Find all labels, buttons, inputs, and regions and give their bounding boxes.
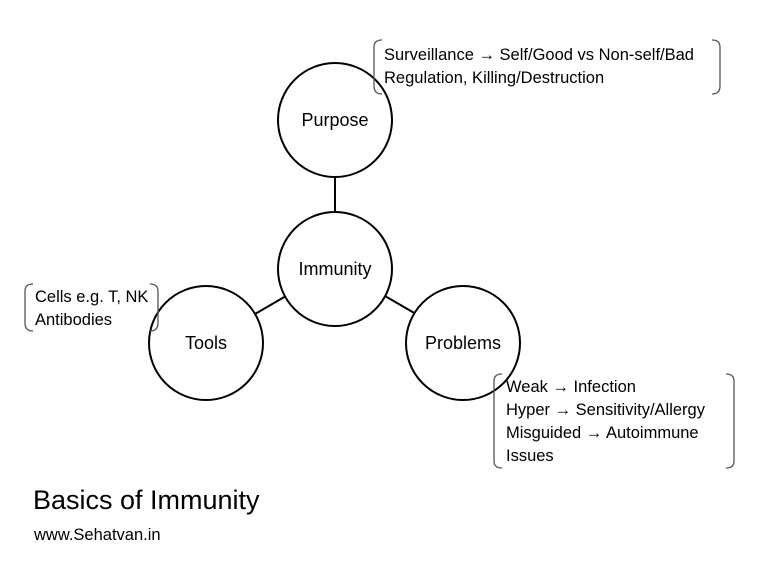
purpose-note-line: Regulation, Killing/Destruction: [384, 69, 605, 87]
tools-note-line: Cells e.g. T, NK: [35, 288, 149, 306]
node-problems: [405, 285, 521, 401]
node-purpose-label: Purpose: [301, 110, 368, 130]
diagram-title: Basics of Immunity: [33, 485, 260, 515]
problems-note: Weak → Infection Hyper → Sensitivity/All…: [506, 376, 705, 468]
bracket-tools-right: [149, 283, 159, 332]
source-url: www.Sehatvan.in: [34, 526, 161, 544]
bracket-purpose-left: [373, 39, 383, 95]
purpose-note-line: Surveillance → Self/Good vs Non-self/Bad: [384, 46, 694, 64]
tools-note-line: Antibodies: [35, 311, 113, 329]
node-tools-label: Tools: [185, 333, 227, 353]
bracket-tools-left: [24, 283, 34, 332]
connector-center-problems: [384, 295, 417, 315]
purpose-note: Surveillance → Self/Good vs Non-self/Bad…: [384, 44, 694, 90]
node-immunity-label: Immunity: [298, 259, 371, 279]
node-tools: [148, 285, 264, 401]
bracket-purpose-right: [711, 39, 721, 95]
tools-note: Cells e.g. T, NK Antibodies: [35, 286, 148, 332]
problems-note-line: Issues: [506, 447, 554, 465]
problems-note-line: Misguided → Autoimmune: [506, 424, 699, 442]
problems-note-line: Weak → Infection: [506, 378, 636, 396]
node-problems-label: Problems: [425, 333, 501, 353]
problems-note-line: Hyper → Sensitivity/Allergy: [506, 401, 705, 419]
node-immunity: [277, 211, 393, 327]
bracket-problems-left: [493, 373, 503, 469]
connector-center-tools: [254, 295, 287, 315]
bracket-problems-right: [725, 373, 735, 469]
node-purpose: [277, 62, 393, 178]
